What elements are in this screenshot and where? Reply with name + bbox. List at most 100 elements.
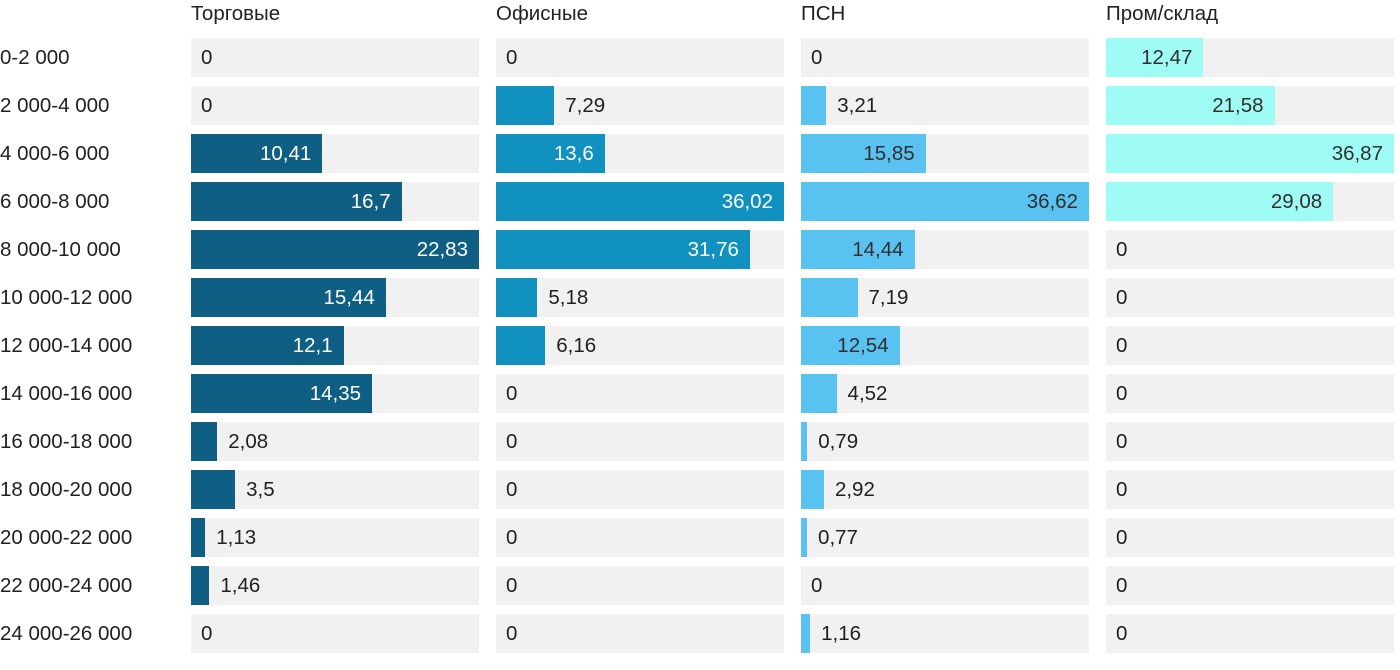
bar-track: 0 — [191, 86, 479, 125]
bar-value-label: 15,85 — [863, 141, 915, 165]
bar-cell: 0 — [496, 422, 784, 470]
bar-value-label: 3,5 — [246, 477, 275, 501]
bar-value-label: 0 — [201, 45, 213, 69]
bar-track: 36,62 — [801, 182, 1089, 221]
bar-cell: 6,16 — [496, 326, 784, 374]
bar-value-label: 0 — [506, 525, 518, 549]
bar-value-label: 0 — [506, 621, 518, 645]
bar-cell: 12,1 — [191, 326, 479, 374]
bar — [801, 134, 926, 173]
bar-cell: 15,85 — [801, 134, 1089, 182]
bar-value-label: 16,7 — [350, 189, 391, 213]
column-header-4: Пром/склад — [1106, 2, 1219, 25]
bar — [496, 326, 546, 365]
bar-value-label: 12,47 — [1141, 45, 1193, 69]
bar-cell: 0,79 — [801, 422, 1089, 470]
bar-cell: 0 — [1106, 230, 1394, 278]
bar-cell: 0 — [496, 518, 784, 566]
row-label: 4 000-6 000 — [0, 141, 110, 165]
bar — [1106, 134, 1394, 173]
bar-cell: 0 — [1106, 422, 1394, 470]
bar-cell: 36,87 — [1106, 134, 1394, 182]
bar-track: 1,16 — [801, 614, 1089, 653]
bar-track: 0 — [801, 38, 1089, 77]
bar-value-label: 0 — [506, 45, 518, 69]
bar — [801, 230, 915, 269]
bar — [1106, 86, 1275, 125]
bar-cell: 7,29 — [496, 86, 784, 134]
bar-value-label: 7,29 — [565, 93, 606, 117]
bar-cell: 0 — [1106, 614, 1394, 662]
bar-value-label: 5,18 — [548, 285, 589, 309]
bar-value-label: 0 — [506, 429, 518, 453]
bar-value-label: 36,62 — [1026, 189, 1078, 213]
bar — [191, 374, 373, 413]
bar-track: 0 — [1106, 326, 1394, 365]
bar-cell: 4,52 — [801, 374, 1089, 422]
bar-cell: 0 — [496, 470, 784, 518]
bar-cell: 31,76 — [496, 230, 784, 278]
bar-cell: 10,41 — [191, 134, 479, 182]
bar-track: 0 — [496, 422, 784, 461]
bar-cell: 1,16 — [801, 614, 1089, 662]
bar-track: 0 — [496, 566, 784, 605]
bar — [496, 134, 605, 173]
bar — [801, 518, 808, 557]
bar-track: 0 — [191, 614, 479, 653]
row-label: 0-2 000 — [0, 45, 70, 69]
row-label: 16 000-18 000 — [0, 429, 133, 453]
bar — [191, 566, 210, 605]
bar — [496, 278, 538, 317]
bar-cell: 12,54 — [801, 326, 1089, 374]
bar — [801, 86, 827, 125]
bar — [801, 278, 858, 317]
bar — [801, 422, 808, 461]
bar-track: 12,54 — [801, 326, 1089, 365]
bar-value-label: 0,79 — [818, 429, 859, 453]
bar-track: 0 — [1106, 374, 1394, 413]
bar-cell: 0 — [801, 566, 1089, 614]
bar-track: 36,02 — [496, 182, 784, 221]
bar-value-label: 14,35 — [309, 381, 362, 405]
bar-track: 1,46 — [191, 566, 479, 605]
bar-cell: 2,92 — [801, 470, 1089, 518]
row-label: 24 000-26 000 — [0, 621, 133, 645]
bar — [496, 182, 784, 221]
row-label: 6 000-8 000 — [0, 189, 110, 213]
column-header-3: ПСН — [801, 2, 846, 25]
bar-track: 0 — [496, 614, 784, 653]
row-label: 10 000-12 000 — [0, 285, 133, 309]
bar-track: 0 — [496, 470, 784, 509]
bar-track: 0,77 — [801, 518, 1089, 557]
bar-value-label: 0 — [506, 381, 518, 405]
bar-track: 13,6 — [496, 134, 784, 173]
corner-spacer — [0, 0, 174, 38]
bar-track: 29,08 — [1106, 182, 1394, 221]
bar — [191, 278, 386, 317]
bar-cell: 1,46 — [191, 566, 479, 614]
bar-value-label: 36,87 — [1331, 141, 1383, 165]
bar-track: 0 — [1106, 566, 1394, 605]
bar-track: 31,76 — [496, 230, 784, 269]
bar-cell: 36,02 — [496, 182, 784, 230]
bar — [496, 230, 750, 269]
bar-track: 0 — [1106, 278, 1394, 317]
row-label: 22 000-24 000 — [0, 573, 133, 597]
row-label: 14 000-16 000 — [0, 381, 133, 405]
bar-track: 2,08 — [191, 422, 479, 461]
bar — [191, 518, 206, 557]
bar-track: 0 — [496, 374, 784, 413]
bar-cell: 0 — [1106, 470, 1394, 518]
bar-track: 1,13 — [191, 518, 479, 557]
bar — [191, 326, 344, 365]
row-label: 2 000-4 000 — [0, 93, 110, 117]
bar-track: 3,21 — [801, 86, 1089, 125]
bar-track: 7,19 — [801, 278, 1089, 317]
bar — [801, 614, 811, 653]
bar-cell: 14,44 — [801, 230, 1089, 278]
bar-track: 21,58 — [1106, 86, 1394, 125]
bar-value-label: 1,16 — [821, 621, 862, 645]
bar-track: 7,29 — [496, 86, 784, 125]
bar-value-label: 0 — [1116, 525, 1128, 549]
bar-track: 12,1 — [191, 326, 479, 365]
